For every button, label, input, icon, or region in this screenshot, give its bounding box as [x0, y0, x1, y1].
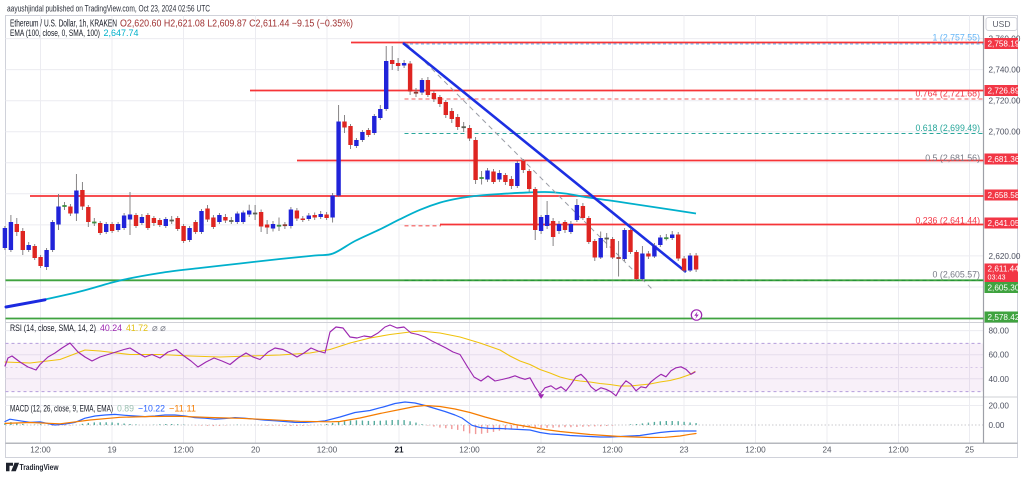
svg-text:12:00: 12:00 [602, 445, 623, 454]
svg-text:⌀ ⌀: ⌀ ⌀ [152, 323, 166, 333]
svg-text:25: 25 [965, 445, 975, 454]
svg-text:2,658.58: 2,658.58 [988, 191, 1020, 200]
svg-text:0 (2,605.57): 0 (2,605.57) [933, 270, 981, 280]
svg-text:2,578.42: 2,578.42 [988, 313, 1020, 322]
svg-text:20: 20 [251, 445, 261, 454]
svg-text:Ethereum / U.S. Dollar, 1h, KR: Ethereum / U.S. Dollar, 1h, KRAKEN [10, 19, 117, 30]
svg-text:22: 22 [536, 445, 546, 454]
svg-text:1 (2,757.55): 1 (2,757.55) [933, 33, 981, 43]
svg-text:12:00: 12:00 [173, 445, 194, 454]
svg-text:21: 21 [394, 445, 404, 454]
svg-text:2,740.00: 2,740.00 [989, 66, 1021, 75]
svg-text:80.00: 80.00 [989, 327, 1010, 336]
svg-text:2,641.05: 2,641.05 [988, 219, 1020, 228]
svg-text:EMA (100, close, 0, SMA, 100): EMA (100, close, 0, SMA, 100) [10, 28, 100, 38]
svg-text:2,681.36: 2,681.36 [988, 155, 1020, 164]
svg-text:−10.22: −10.22 [138, 404, 165, 414]
svg-text:24: 24 [822, 445, 832, 454]
svg-text:12:00: 12:00 [317, 445, 338, 454]
svg-text:0.236 (2,641.44): 0.236 (2,641.44) [915, 216, 980, 226]
svg-text:O2,620.60 H2,621.08 L2,609.8: O2,620.60 H2,621.08 L2,609.87 C2,611.44 … [120, 19, 353, 30]
svg-text:2,647.74: 2,647.74 [104, 28, 139, 38]
svg-text:12:00: 12:00 [30, 445, 51, 454]
svg-text:12:00: 12:00 [745, 445, 766, 454]
svg-text:USD: USD [993, 19, 1011, 29]
svg-text:2,620.00: 2,620.00 [989, 252, 1021, 261]
svg-text:40.24: 40.24 [100, 323, 122, 333]
svg-text:RSI (14, close, SMA, 14, 2): RSI (14, close, SMA, 14, 2) [10, 323, 96, 333]
svg-text:aayushjindal published on Trad: aayushjindal published on TradingView.co… [7, 4, 210, 14]
svg-text:2,726.89: 2,726.89 [988, 87, 1020, 96]
svg-text:0.5 (2,681.56): 0.5 (2,681.56) [925, 153, 980, 163]
svg-text:2,611.44: 2,611.44 [988, 265, 1020, 274]
svg-text:19: 19 [107, 445, 117, 454]
svg-text:2,758.19: 2,758.19 [988, 40, 1020, 49]
svg-text:23: 23 [679, 445, 689, 454]
svg-text:40.00: 40.00 [989, 375, 1010, 384]
svg-text:0.764 (2,721.68): 0.764 (2,721.68) [915, 89, 980, 99]
svg-text:0.89: 0.89 [117, 404, 134, 414]
svg-text:0.00: 0.00 [989, 421, 1005, 430]
svg-text:2,700.00: 2,700.00 [989, 128, 1021, 137]
svg-text:12:00: 12:00 [888, 445, 909, 454]
svg-text:TradingView: TradingView [20, 462, 59, 472]
svg-text:60.00: 60.00 [989, 351, 1010, 360]
svg-text:−11.11: −11.11 [169, 404, 196, 414]
svg-text:MACD (12, 26, close, 9, EMA, E: MACD (12, 26, close, 9, EMA, EMA) [10, 404, 113, 414]
svg-text:2,605.30: 2,605.30 [988, 284, 1020, 293]
svg-text:20.00: 20.00 [989, 402, 1010, 411]
svg-text:12:00: 12:00 [459, 445, 480, 454]
svg-text:2,720.00: 2,720.00 [989, 97, 1021, 106]
svg-text:0.618 (2,699.49): 0.618 (2,699.49) [915, 123, 980, 133]
svg-text:03:43: 03:43 [988, 273, 1006, 282]
svg-text:41.72: 41.72 [126, 323, 148, 333]
